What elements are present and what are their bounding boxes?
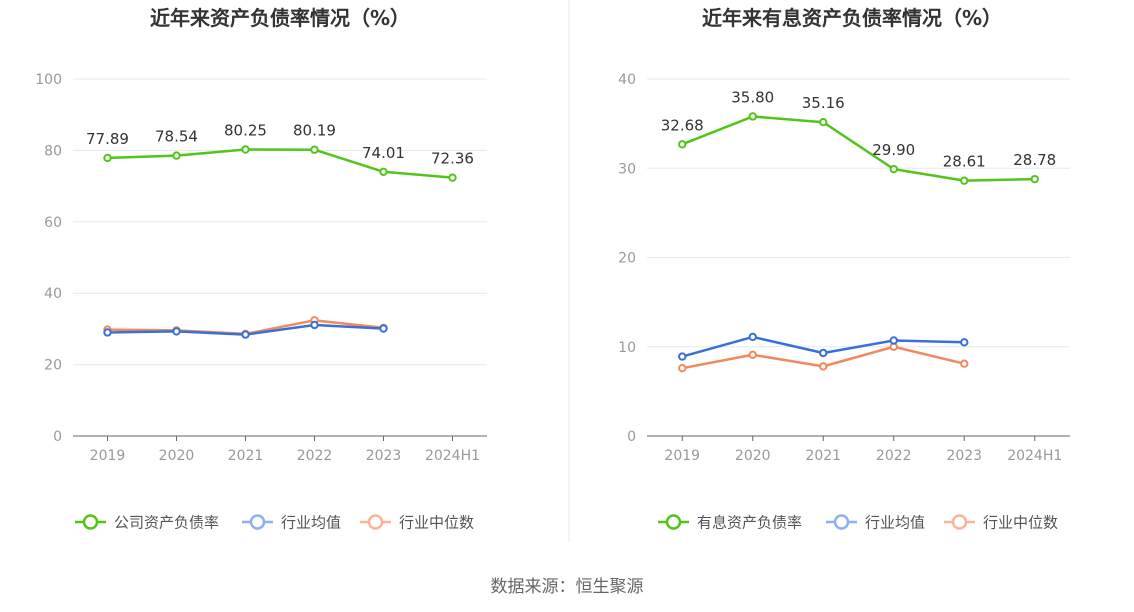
data-point-company[interactable] — [889, 164, 898, 174]
data-label: 72.36 — [431, 150, 474, 168]
legend-label: 公司资产负债率 — [114, 514, 219, 532]
data-label: 80.19 — [293, 122, 336, 140]
legend-circle-icon — [665, 514, 682, 530]
legend-circle-icon — [833, 514, 850, 530]
data-point-company[interactable] — [1030, 174, 1039, 184]
data-point-median[interactable] — [678, 363, 687, 373]
data-point-company[interactable] — [748, 112, 757, 121]
legend-label: 行业中位数 — [983, 514, 1058, 532]
data-point-company[interactable] — [448, 173, 457, 182]
left-chart: 近年来资产负债率情况（%） 0 20 40 60 80 100 2019 2020 2021 202… — [35, 6, 487, 532]
x-tick-label: 2023 — [946, 448, 982, 464]
legend-item-median[interactable]: 行业中位数 — [360, 514, 474, 532]
y-tick-label: 100 — [35, 72, 62, 88]
legend-circle-icon — [367, 514, 384, 530]
data-label: 28.61 — [943, 153, 986, 171]
source-note: 数据来源：恒生聚源 — [491, 577, 644, 597]
x-tick-label: 2020 — [159, 448, 195, 464]
series-line-company — [681, 115, 1035, 182]
data-label: 35.16 — [802, 94, 845, 112]
data-label: 77.89 — [86, 130, 129, 148]
legend-label: 行业均值 — [281, 514, 341, 532]
data-point-company[interactable] — [241, 145, 250, 154]
y-tick-label: 10 — [618, 340, 636, 356]
data-point-avg[interactable] — [678, 352, 687, 361]
x-tick-label: 2023 — [366, 448, 402, 464]
data-point-company[interactable] — [310, 145, 319, 154]
data-label: 80.25 — [224, 122, 267, 140]
data-point-company[interactable] — [819, 117, 828, 127]
x-tick-label: 2020 — [735, 448, 771, 464]
data-point-median[interactable] — [960, 359, 969, 368]
data-label: 28.78 — [1013, 151, 1056, 169]
legend-item-avg[interactable]: 行业均值 — [242, 514, 341, 532]
legend-item-company[interactable]: 公司资产负债率 — [75, 514, 219, 532]
data-point-avg[interactable] — [310, 320, 319, 330]
y-tick-label: 60 — [44, 215, 62, 231]
x-tick-label: 2022 — [297, 448, 333, 464]
data-point-company[interactable] — [379, 167, 388, 176]
legend-circle-icon — [82, 514, 99, 530]
legend-item-avg[interactable]: 行业均值 — [826, 514, 925, 532]
data-point-avg[interactable] — [172, 327, 181, 336]
x-tick-label: 2024H1 — [1007, 448, 1062, 464]
y-tick-label: 20 — [44, 358, 62, 374]
x-tick-label: 2021 — [228, 448, 264, 464]
data-point-company[interactable] — [103, 153, 112, 163]
data-label: 35.80 — [731, 88, 774, 106]
data-point-avg[interactable] — [960, 338, 969, 347]
x-tick-label: 2019 — [90, 448, 126, 464]
data-label: 78.54 — [155, 128, 198, 146]
x-tick-label: 2019 — [664, 448, 700, 464]
data-point-avg[interactable] — [748, 332, 757, 342]
x-tick-label: 2022 — [876, 448, 912, 464]
data-label: 74.01 — [362, 144, 405, 162]
data-point-avg[interactable] — [889, 336, 898, 345]
data-label: 29.90 — [872, 141, 915, 159]
data-point-avg[interactable] — [103, 328, 112, 337]
y-tick-label: 30 — [618, 161, 636, 177]
series-line-company — [107, 148, 453, 179]
data-point-median[interactable] — [748, 350, 757, 359]
y-tick-label: 0 — [53, 429, 62, 445]
legend-circle-icon — [249, 514, 266, 530]
legend-item-median[interactable]: 行业中位数 — [944, 514, 1058, 532]
legend-label: 有息资产负债率 — [697, 514, 802, 532]
data-point-company[interactable] — [172, 151, 181, 160]
legend-item-company[interactable]: 有息资产负债率 — [658, 514, 802, 532]
data-point-company[interactable] — [678, 140, 687, 149]
data-point-avg[interactable] — [241, 330, 250, 339]
y-tick-label: 40 — [618, 72, 636, 88]
y-tick-label: 20 — [618, 251, 636, 267]
legend-label: 行业中位数 — [399, 514, 474, 532]
x-tick-label: 2024H1 — [425, 448, 480, 464]
data-label: 32.68 — [661, 116, 704, 134]
legend-circle-icon — [951, 514, 968, 530]
y-tick-label: 80 — [44, 143, 62, 159]
chart-title: 近年来有息资产负债率情况（%） — [702, 6, 1002, 30]
data-point-avg[interactable] — [379, 324, 388, 333]
data-point-company[interactable] — [960, 176, 969, 185]
data-point-avg[interactable] — [819, 348, 828, 358]
chart-title: 近年来资产负债率情况（%） — [150, 6, 410, 30]
y-tick-label: 0 — [627, 429, 636, 445]
legend-label: 行业均值 — [865, 514, 925, 532]
data-point-median[interactable] — [819, 362, 828, 371]
x-tick-label: 2021 — [805, 448, 841, 464]
y-tick-label: 40 — [44, 286, 62, 302]
right-chart: 近年来有息资产负债率情况（%） 0 10 20 30 40 2019 2020 2021 2022… — [618, 6, 1070, 532]
